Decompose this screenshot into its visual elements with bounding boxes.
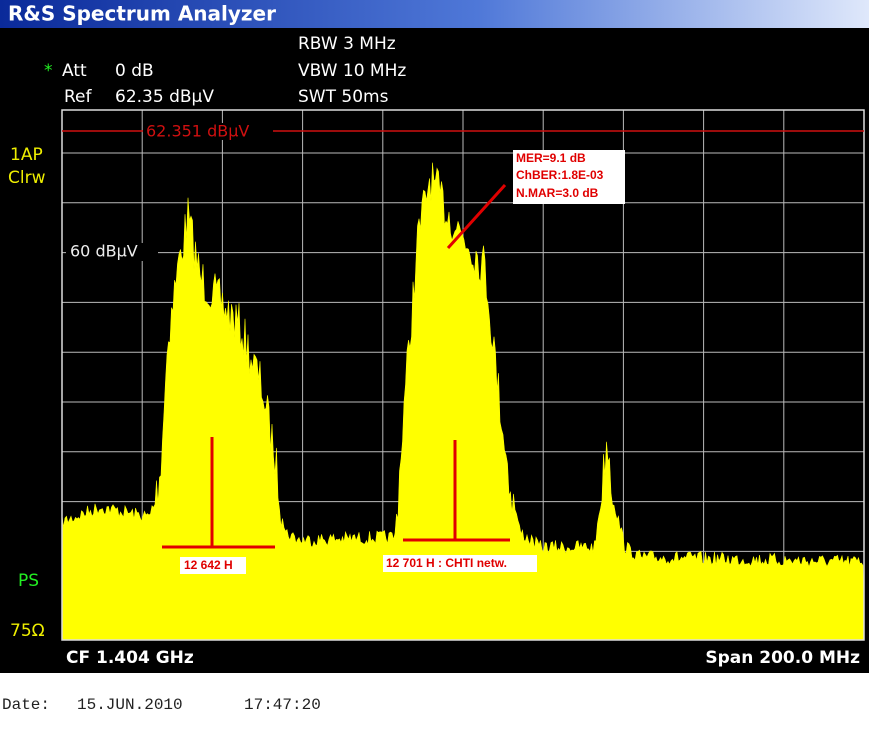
channel-2-box (383, 555, 537, 572)
channel-1-box (180, 557, 246, 574)
spectrum-trace (61, 162, 865, 641)
title-bar (0, 0, 869, 28)
att-flag: * (44, 61, 53, 81)
impedance-label: 75Ω (10, 621, 45, 641)
window-title: R&S Spectrum Analyzer (8, 2, 276, 26)
ps-label: PS (18, 571, 39, 591)
nmar: N.MAR=3.0 dB (516, 186, 599, 200)
measure-box (513, 150, 625, 204)
swt: SWT 50ms (298, 87, 389, 107)
channel-1-label: 12 642 H (184, 558, 233, 572)
att-value: 0 dB (115, 61, 154, 81)
rbw: RBW 3 MHz (298, 34, 396, 54)
plot-frame (61, 109, 865, 641)
time: 17:47:20 (244, 696, 321, 714)
mer: MER=9.1 dB (516, 151, 586, 165)
channel-2-label: 12 701 H : CHTI netw. (386, 556, 507, 570)
level-label-bg (66, 243, 158, 261)
mode-label: Clrw (8, 168, 46, 188)
level-label: 60 dBµV (70, 242, 138, 261)
date-label: Date: (2, 696, 50, 714)
date: 15.JUN.2010 (77, 696, 183, 714)
trace-label: 1AP (10, 145, 43, 165)
ref-label-bg (143, 123, 273, 140)
pointer-line (446, 183, 507, 250)
center-freq: CF 1.404 GHz (66, 648, 194, 668)
ref-value: 62.35 dBµV (115, 87, 214, 107)
att: Att (62, 61, 87, 81)
chber: ChBER:1.8E-03 (516, 168, 604, 182)
vbw: VBW 10 MHz (298, 61, 406, 81)
ref-line-label: 62.351 dBµV (146, 122, 249, 141)
ref: Ref (64, 87, 93, 107)
span: Span 200.0 MHz (705, 648, 860, 668)
